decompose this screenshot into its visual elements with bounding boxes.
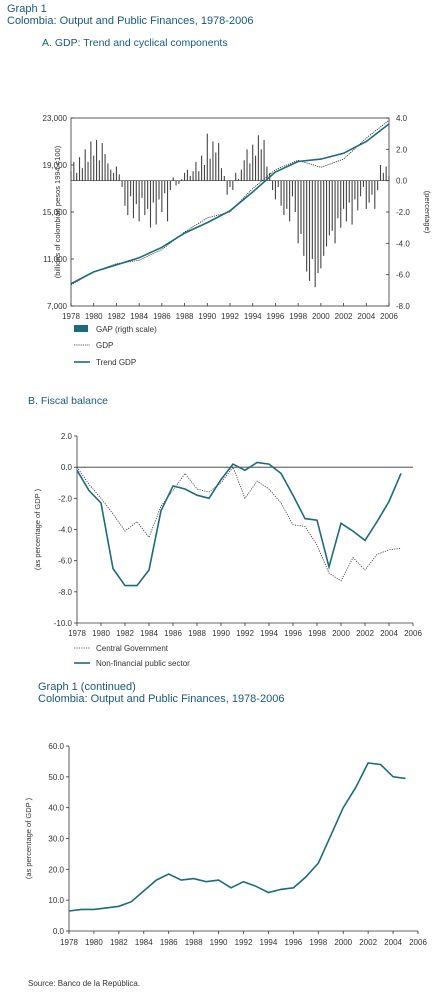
legend-label-trend: Trend GDP [96,358,136,367]
x-tick-label: 1994 [244,312,262,321]
nfps-line [76,461,402,587]
y2-tick-label: 0.0 [396,177,408,186]
y-tick-label: 0.0 [61,463,73,472]
y-tick-label: 60.0 [48,742,64,751]
panel-b-title: B. Fiscal balance [28,395,108,407]
legend-label-gap: GAP (rigth scale) [96,325,157,334]
y-tick-label: 2.0 [61,432,73,441]
graph1c-title: Colombia: Output and Public Finances, 19… [38,693,285,705]
x-tick-label: 2004 [380,629,398,638]
y-tick-label: -10.0 [54,619,73,628]
x-tick-label: 1988 [176,312,194,321]
x-tick-label: 1998 [308,629,326,638]
x-tick-label: 1980 [85,938,103,947]
graph1-title: Colombia: Output and Public Finances, 19… [7,15,254,27]
x-tick-label: 1990 [198,312,216,321]
x-tick-label: 1982 [116,629,134,638]
x-tick-label: 1992 [236,629,254,638]
x-tick-label: 1992 [235,938,253,947]
x-tick-label: 2000 [312,312,330,321]
y-axis-label: (as percentage of GDP ) [24,797,33,879]
x-tick-label: 1996 [267,312,285,321]
x-tick-label: 2006 [409,938,427,947]
y2-tick-label: -6.0 [396,271,410,280]
x-tick-label: 1984 [135,938,153,947]
y-tick-label: 10.0 [48,896,64,905]
y-tick-label: 50.0 [48,773,64,782]
chart-a-gdp: 7,000 11,000 15,000 19,000 23,000 -8.0 -6.0 -4.… [43,114,432,367]
x-tick-label: 2002 [356,629,374,638]
central-government-line [76,466,402,582]
x-tick-label: 2000 [334,938,352,947]
plot-frame [70,117,390,307]
x-tick-label: 1980 [92,629,110,638]
x-tick-label: 1988 [188,629,206,638]
y-tick-label: 7,000 [47,302,68,311]
y2-tick-label: -8.0 [396,302,410,311]
x-tick-label: 2004 [357,312,375,321]
graph1-label: Graph 1 [7,3,47,15]
x-tick-label: 2006 [404,629,422,638]
y-tick-label: -2.0 [58,494,72,503]
x-tick-label: 1996 [284,629,302,638]
y-tick-label: -6.0 [58,557,72,566]
trend-gdp-line [70,123,390,285]
x-tick-label: 2002 [335,312,353,321]
x-tick-label: 1996 [284,938,302,947]
x-tick-label: 1980 [85,312,103,321]
gdp-line [70,119,390,286]
x-tick-label: 1986 [160,938,178,947]
panel-a-title: A. GDP: Trend and cyclical components [42,37,228,49]
y-axis-label: (billions of colombian pesos 1994 =100) [53,145,62,278]
chart-c-debt: 0.0 10.0 20.0 30.0 40.0 50.0 60.0 1978 1980 1982 1… [24,742,427,947]
debt-line [68,762,406,912]
y-tick-label: -8.0 [58,588,72,597]
x-tick-label: 1988 [185,938,203,947]
y2-tick-label: -4.0 [396,239,410,248]
legend-label-central-government: Central Government [96,644,169,653]
x-tick-label: 1992 [221,312,239,321]
y-tick-label: 30.0 [48,835,64,844]
y-tick-label: 23,000 [43,114,68,123]
x-tick-label: 1984 [140,629,158,638]
x-tick-label: 1986 [164,629,182,638]
legend-swatch-gap [74,325,88,332]
x-tick-label: 1986 [153,312,171,321]
x-tick-label: 1994 [260,938,278,947]
y2-tick-label: 4.0 [396,114,408,123]
x-tick-label: 1982 [110,938,128,947]
x-tick-label: 1978 [68,629,86,638]
graph1c-label: Graph 1 (continued) [38,681,136,693]
y2-axis-label: (percentage) [423,191,432,234]
y2-tick-label: -2.0 [396,208,410,217]
legend-label-gdp: GDP [96,341,113,350]
x-tick-label: 1998 [309,938,327,947]
y-tick-label: 19,000 [43,161,68,170]
x-tick-label: 1990 [212,629,230,638]
x-tick-label: 2006 [380,312,398,321]
x-tick-label: 2000 [332,629,350,638]
x-tick-label: 1990 [210,938,228,947]
y-tick-label: 0.0 [53,927,65,936]
y2-tick-label: 2.0 [396,145,408,154]
x-tick-label: 2002 [359,938,377,947]
x-tick-label: 2004 [384,938,402,947]
x-tick-label: 1984 [130,312,148,321]
legend-label-nfps: Non-financial public sector [96,659,190,668]
x-tick-label: 1982 [108,312,126,321]
x-tick-label: 1994 [260,629,278,638]
chart-b-fiscal-balance: -10.0 -8.0 -6.0 -4.0 -2.0 0.0 2.0 1978 1980 1982 1… [33,432,422,668]
y-tick-label: 15,000 [43,208,68,217]
x-tick-label: 1978 [62,312,80,321]
y-axis-label: (as percentage of GDP ) [33,488,42,570]
y-tick-label: 11,000 [43,255,67,264]
source-note: Source: Banco de la República. [28,979,141,988]
y-tick-label: 20.0 [48,865,64,874]
x-tick-label: 1998 [289,312,307,321]
y-tick-label: -4.0 [58,526,72,535]
x-tick-label: 1978 [60,938,78,947]
y-tick-label: 40.0 [48,804,64,813]
